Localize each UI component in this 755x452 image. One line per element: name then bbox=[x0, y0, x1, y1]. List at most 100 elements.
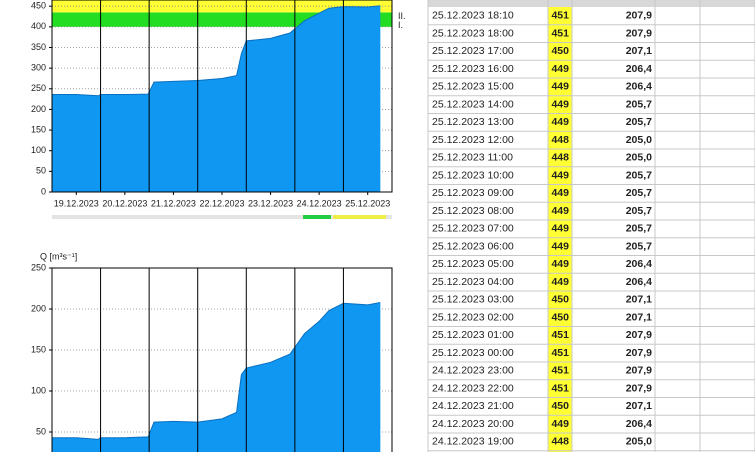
cell-h: 449 bbox=[551, 98, 569, 110]
cell-time: 24.12.2023 19:00 bbox=[432, 436, 514, 448]
y-tick-label: 450 bbox=[31, 1, 46, 11]
y-tick-label: 200 bbox=[31, 303, 46, 313]
area bbox=[52, 5, 381, 193]
cell-time: 25.12.2023 00:00 bbox=[432, 347, 514, 359]
y-tick-label: 100 bbox=[31, 145, 46, 155]
cell-h: 451 bbox=[551, 329, 569, 341]
y-axis-label: Q [m³s⁻¹] bbox=[40, 251, 77, 261]
cell-time: 25.12.2023 09:00 bbox=[432, 187, 514, 199]
y-tick-label: 250 bbox=[31, 262, 46, 272]
cell-time: 25.12.2023 10:00 bbox=[432, 169, 514, 181]
cell-q: 207,9 bbox=[626, 382, 652, 394]
cell-h: 449 bbox=[551, 240, 569, 252]
cell-q: 205,7 bbox=[626, 240, 652, 252]
cell-h: 450 bbox=[551, 400, 569, 412]
cell-time: 25.12.2023 05:00 bbox=[432, 258, 514, 270]
cell-time: 25.12.2023 18:10 bbox=[432, 10, 514, 22]
cell-time: 25.12.2023 18:00 bbox=[432, 27, 514, 39]
y-tick-label: 150 bbox=[31, 124, 46, 134]
cell-q: 207,1 bbox=[626, 45, 652, 57]
cell-q: 205,7 bbox=[626, 223, 652, 235]
cell-time: 25.12.2023 15:00 bbox=[432, 81, 514, 93]
cell-h: 450 bbox=[551, 45, 569, 57]
cell-time: 25.12.2023 13:00 bbox=[432, 116, 514, 128]
level-band bbox=[52, 0, 392, 13]
cell-q: 207,1 bbox=[626, 311, 652, 323]
strip-yellow bbox=[333, 215, 386, 219]
y-tick-label: 400 bbox=[31, 21, 46, 31]
status-strip bbox=[52, 215, 392, 219]
cell-time: 24.12.2023 22:00 bbox=[432, 382, 514, 394]
cell-q: 206,4 bbox=[626, 81, 652, 93]
cell-time: 24.12.2023 21:00 bbox=[432, 400, 514, 412]
cell-q: 205,7 bbox=[626, 205, 652, 217]
cell-time: 25.12.2023 01:00 bbox=[432, 329, 514, 341]
x-tick-label: 25.12.2023 bbox=[345, 198, 390, 208]
x-tick-label: 20.12.2023 bbox=[102, 198, 147, 208]
h-column-bg bbox=[548, 7, 572, 452]
y-tick-label: 200 bbox=[31, 104, 46, 114]
cell-h: 451 bbox=[551, 365, 569, 377]
x-tick-label: 23.12.2023 bbox=[248, 198, 293, 208]
table-header bbox=[428, 0, 755, 7]
cell-time: 24.12.2023 20:00 bbox=[432, 418, 514, 430]
y-tick-label: 50 bbox=[36, 166, 46, 176]
cell-q: 205,7 bbox=[626, 98, 652, 110]
cell-q: 207,9 bbox=[626, 10, 652, 22]
cell-q: 207,9 bbox=[626, 365, 652, 377]
cell-h: 449 bbox=[551, 63, 569, 75]
y-tick-label: 300 bbox=[31, 63, 46, 73]
y-tick-label: 100 bbox=[31, 385, 46, 395]
cell-time: 25.12.2023 08:00 bbox=[432, 205, 514, 217]
cell-h: 451 bbox=[551, 347, 569, 359]
cell-q: 205,0 bbox=[626, 436, 652, 448]
cell-q: 205,7 bbox=[626, 169, 652, 181]
cell-q: 206,4 bbox=[626, 276, 652, 288]
cell-h: 451 bbox=[551, 10, 569, 22]
cell-h: 449 bbox=[551, 116, 569, 128]
level-label: II. bbox=[398, 11, 406, 21]
cell-q: 206,4 bbox=[626, 63, 652, 75]
cell-q: 207,1 bbox=[626, 294, 652, 306]
cell-h: 449 bbox=[551, 276, 569, 288]
x-tick-label: 22.12.2023 bbox=[199, 198, 244, 208]
area-line bbox=[52, 5, 381, 97]
area-line bbox=[52, 301, 381, 440]
cell-time: 25.12.2023 11:00 bbox=[432, 152, 513, 164]
cell-h: 449 bbox=[551, 187, 569, 199]
cell-h: 449 bbox=[551, 418, 569, 430]
cell-h: 449 bbox=[551, 223, 569, 235]
y-tick-label: 150 bbox=[31, 344, 46, 354]
plot-border bbox=[51, 267, 393, 452]
y-tick-label: 0 bbox=[41, 186, 46, 196]
cell-h: 448 bbox=[551, 436, 569, 448]
cell-h: 449 bbox=[551, 169, 569, 181]
cell-q: 207,9 bbox=[626, 347, 652, 359]
y-tick-label: 350 bbox=[31, 42, 46, 52]
cell-h: 449 bbox=[551, 258, 569, 270]
cell-time: 25.12.2023 14:00 bbox=[432, 98, 514, 110]
strip-base bbox=[52, 215, 392, 219]
cell-h: 449 bbox=[551, 81, 569, 93]
x-tick-label: 19.12.2023 bbox=[54, 198, 99, 208]
cell-h: 448 bbox=[551, 152, 569, 164]
cell-time: 24.12.2023 23:00 bbox=[432, 365, 514, 377]
x-tick-label: 21.12.2023 bbox=[151, 198, 196, 208]
cell-q: 207,1 bbox=[626, 400, 652, 412]
cell-h: 450 bbox=[551, 311, 569, 323]
cell-q: 205,0 bbox=[626, 134, 652, 146]
cell-time: 25.12.2023 07:00 bbox=[432, 223, 514, 235]
cell-q: 206,4 bbox=[626, 258, 652, 270]
y-tick-label: 250 bbox=[31, 83, 46, 93]
cell-q: 207,9 bbox=[626, 329, 652, 341]
cell-h: 451 bbox=[551, 27, 569, 39]
y-tick-label: 50 bbox=[36, 426, 46, 436]
cell-h: 448 bbox=[551, 134, 569, 146]
cell-q: 206,4 bbox=[626, 418, 652, 430]
cell-h: 449 bbox=[551, 205, 569, 217]
cell-q: 205,7 bbox=[626, 116, 652, 128]
cell-time: 25.12.2023 17:00 bbox=[432, 45, 514, 57]
cell-time: 25.12.2023 03:00 bbox=[432, 294, 514, 306]
cell-q: 205,7 bbox=[626, 187, 652, 199]
